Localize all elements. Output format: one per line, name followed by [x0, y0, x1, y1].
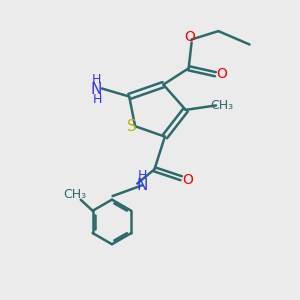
Text: N: N	[136, 178, 148, 193]
Text: H: H	[92, 93, 102, 106]
Text: CH₃: CH₃	[63, 188, 86, 201]
Text: O: O	[182, 173, 193, 187]
Text: N: N	[91, 82, 102, 97]
Text: H: H	[92, 73, 101, 86]
Text: S: S	[127, 119, 136, 134]
Text: CH₃: CH₃	[210, 99, 233, 112]
Text: O: O	[184, 30, 195, 44]
Text: O: O	[217, 67, 227, 81]
Text: H: H	[138, 169, 147, 182]
